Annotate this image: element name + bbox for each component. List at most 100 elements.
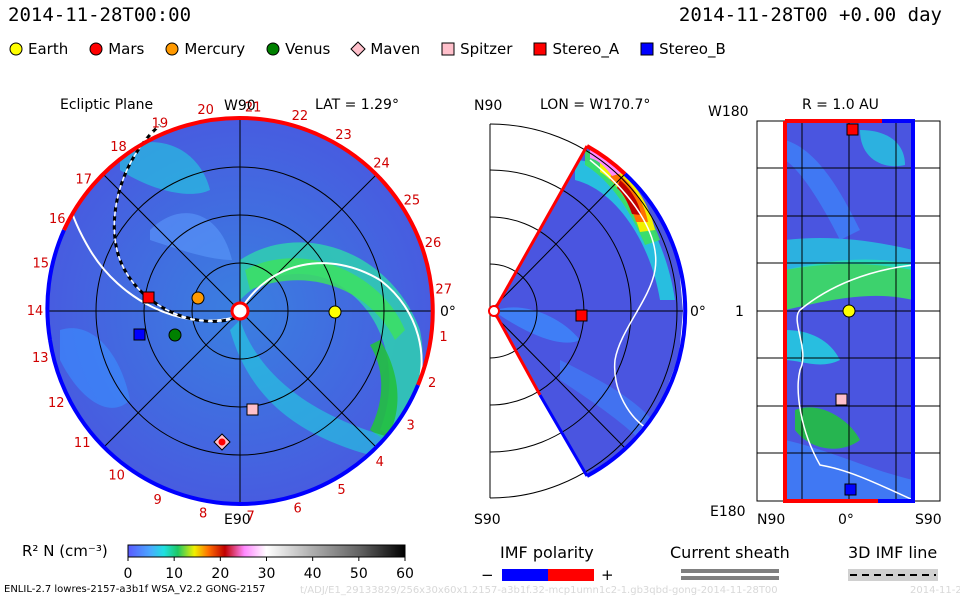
stereo-a-marker	[142, 291, 155, 304]
venus-marker	[168, 328, 182, 342]
colorbar-tick-label: 50	[350, 566, 368, 582]
mars-marker	[218, 438, 226, 446]
cylindrical-stereo-a-marker	[846, 123, 859, 136]
ecliptic-boundary-negative-1	[239, 384, 420, 506]
legend-item-mars: Mars	[88, 40, 144, 58]
imf-polarity-positive-swatch	[548, 569, 594, 581]
colorbar-tick-label: 60	[396, 566, 414, 582]
ecliptic-field-line-1	[239, 262, 423, 396]
footer-run-id: t/ADJ/E1_29133829/256x30x60x1.2157-a3b1f…	[300, 585, 778, 596]
ecliptic-bottom-label: E90	[224, 512, 251, 528]
rotation-number: 8	[199, 507, 207, 522]
cylindrical-x-right-label: S90	[915, 512, 942, 528]
cylindrical-earth-marker	[842, 304, 856, 318]
rotation-number: 25	[404, 193, 421, 208]
meridional-field-line	[589, 159, 657, 431]
rotation-number: 3	[406, 419, 414, 434]
rotation-number: 5	[337, 483, 345, 498]
rotation-number: 24	[373, 157, 390, 172]
rotation-number: 7	[247, 510, 255, 525]
meridional-sun-marker	[488, 305, 500, 317]
rotation-number: 1	[439, 330, 447, 345]
legend-label: Spitzer	[460, 40, 513, 58]
rotation-number: 21	[245, 100, 262, 115]
stereo-a-legend-icon	[533, 42, 547, 56]
rotation-number: 9	[154, 493, 162, 508]
venus-legend-icon	[266, 42, 280, 56]
ecliptic-boundary-negative-3	[45, 229, 66, 341]
ecliptic-boundary-positive	[239, 116, 435, 386]
cylindrical-boundary-positive	[783, 121, 878, 503]
ecliptic-boundary-positive-2	[62, 115, 241, 231]
sun-marker	[230, 301, 250, 321]
stereo-b-marker	[133, 328, 146, 341]
cylindrical-r-label: R = 1.0 AU	[802, 97, 879, 113]
meridional-arc-positive	[586, 144, 627, 176]
timestamp-right: 2014-11-28T00 +0.00 day	[678, 4, 942, 26]
legend-item-earth: Earth	[8, 40, 68, 58]
rotation-number: 26	[425, 236, 442, 251]
ecliptic-imf-line-black	[112, 123, 236, 323]
colorbar-tick-label: 40	[304, 566, 322, 582]
rotation-number: 18	[110, 140, 127, 155]
meridional-top-label: N90	[474, 98, 502, 114]
earth-marker	[328, 305, 342, 319]
imf-polarity-plus: +	[601, 566, 614, 584]
legend-item-stereo-b: Stereo_B	[639, 40, 726, 58]
ecliptic-title: Ecliptic Plane	[60, 97, 153, 113]
meridional-edge-bottom-2	[538, 394, 589, 477]
legend-label: Stereo_B	[659, 40, 726, 58]
cylindrical-mid-label: 1	[735, 304, 744, 320]
spitzer-marker	[246, 403, 259, 416]
meridional-bottom-label: S90	[474, 512, 501, 528]
cylindrical-bottom-label: E180	[710, 504, 746, 520]
legend-label: Maven	[370, 40, 421, 58]
meridional-right-label: 0°	[690, 304, 706, 320]
cylindrical-boundary-negative	[878, 119, 915, 503]
meridional-arc-negative	[586, 172, 688, 478]
imf-polarity-negative-swatch	[502, 569, 548, 581]
legend-label: Mercury	[184, 40, 246, 58]
legend-label: Venus	[285, 40, 331, 58]
rotation-number: 14	[27, 304, 44, 319]
colorbar-tick-label: 10	[165, 566, 183, 582]
ecliptic-boundary-negative-2	[48, 339, 241, 506]
colorbar-tick-label: 0	[124, 566, 133, 582]
stereo-b-legend-icon	[640, 42, 654, 56]
legend-label: Mars	[108, 40, 145, 58]
colorbar-label: R² N (cm⁻³)	[22, 542, 108, 560]
meridional-panel: N90 S90 0° LON = W170.7°	[474, 97, 706, 528]
cylindrical-x-mid-label: 0°	[838, 512, 854, 528]
cylindrical-panel: W180 1 E180 N90 0° S90 R = 1.0 AU	[708, 97, 942, 528]
imf-3d-swatch	[848, 569, 938, 581]
timestamp-left: 2014-11-28T00:00	[8, 4, 192, 26]
current-sheath-swatch	[681, 569, 779, 580]
ecliptic-imf-line-white	[113, 124, 236, 323]
rotation-number: 16	[49, 212, 66, 227]
rotation-number: 12	[48, 396, 65, 411]
legend-item-maven: Maven	[350, 40, 420, 58]
mercury-legend-icon	[165, 42, 179, 56]
legend-label: Stereo_A	[552, 40, 620, 58]
footer-model-info: ENLIL-2.7 lowres-2157-a3b1f WSA_V2.2 GON…	[4, 584, 266, 595]
maven-legend-icon	[350, 41, 367, 57]
colorbar-tick-label: 20	[211, 566, 229, 582]
imf-3d-title: 3D IMF line	[848, 543, 938, 562]
rotation-number: 23	[335, 128, 352, 143]
rotation-number: 13	[32, 351, 49, 366]
legend-item-spitzer: Spitzer	[440, 40, 512, 58]
rotation-number: 19	[152, 116, 169, 131]
footer-date: 2014-11-29	[910, 585, 960, 596]
current-sheath-title: Current sheath	[670, 543, 790, 562]
body-legend: Earth Mars Mercury Venus Maven Spitzer Stereo_…	[8, 38, 746, 60]
cylindrical-spitzer-marker	[835, 393, 848, 406]
cylindrical-field-line	[796, 264, 914, 501]
colorbar-ticks: 0 10 20 30 40 50 60	[124, 557, 414, 582]
imf-polarity-title: IMF polarity	[500, 543, 594, 562]
rotation-number: 17	[75, 172, 92, 187]
imf-polarity-minus: −	[481, 566, 494, 584]
meridional-edge-top	[492, 145, 589, 312]
